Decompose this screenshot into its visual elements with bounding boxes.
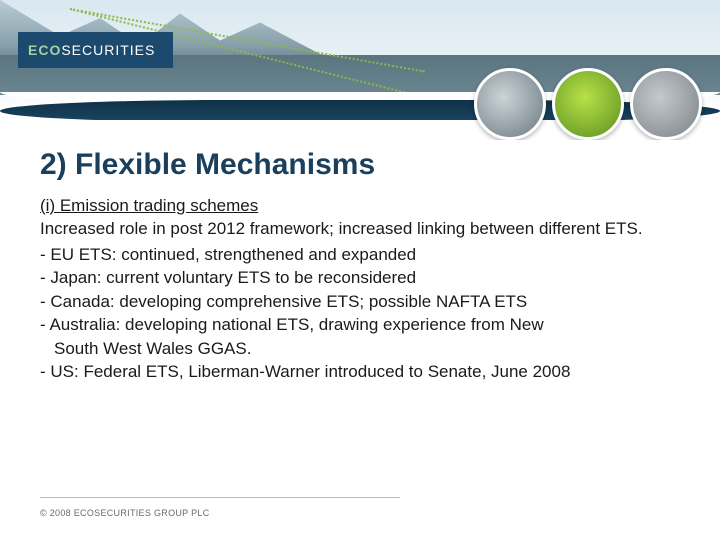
list-item: - Japan: current voluntary ETS to be rec… xyxy=(40,266,680,289)
list-item: South West Wales GGAS. xyxy=(40,337,680,360)
circle-image-3 xyxy=(630,68,702,140)
list-item: - Australia: developing national ETS, dr… xyxy=(40,313,680,336)
circle-image-1 xyxy=(474,68,546,140)
slide-header: ECOSECURITIES xyxy=(0,0,720,140)
footer-divider xyxy=(40,497,400,498)
brand-logo-part1: ECO xyxy=(28,42,61,58)
list-item: - US: Federal ETS, Liberman-Warner intro… xyxy=(40,360,680,383)
brand-logo: ECOSECURITIES xyxy=(18,32,173,68)
list-item: - Canada: developing comprehensive ETS; … xyxy=(40,290,680,313)
brand-logo-text: ECOSECURITIES xyxy=(28,42,155,58)
list-item-continuation: South West Wales GGAS. xyxy=(40,337,680,360)
bullet-list: - EU ETS: continued, strengthened and ex… xyxy=(40,243,680,384)
slide-title: 2) Flexible Mechanisms xyxy=(40,148,680,182)
copyright-footer: © 2008 ECOSECURITIES GROUP PLC xyxy=(40,508,210,518)
brand-logo-part2: SECURITIES xyxy=(61,42,155,58)
slide-content: 2) Flexible Mechanisms (i) Emission trad… xyxy=(40,148,680,384)
section-subtitle: (i) Emission trading schemes xyxy=(40,196,680,216)
list-item: - EU ETS: continued, strengthened and ex… xyxy=(40,243,680,266)
circle-image-2 xyxy=(552,68,624,140)
lead-paragraph: Increased role in post 2012 framework; i… xyxy=(40,218,680,241)
header-image-circles xyxy=(474,68,702,140)
